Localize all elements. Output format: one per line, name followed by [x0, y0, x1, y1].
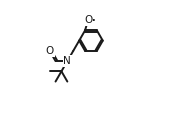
Text: O: O	[84, 15, 92, 25]
Text: O: O	[46, 46, 54, 56]
Text: N: N	[64, 56, 71, 66]
